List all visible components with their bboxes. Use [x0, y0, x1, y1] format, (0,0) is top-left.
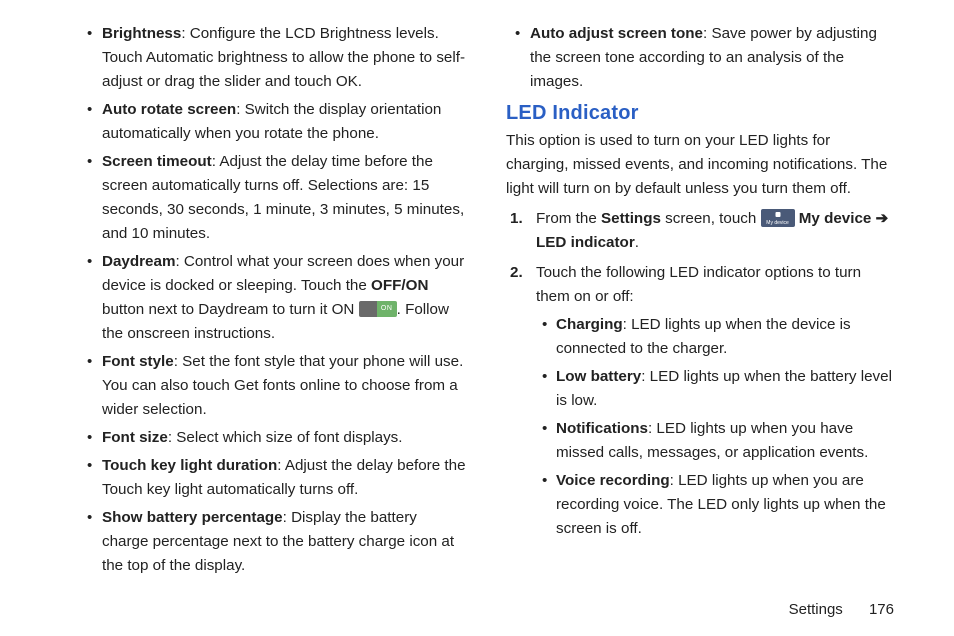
desc-mid: button next to Daydream to turn it ON [102, 301, 359, 318]
list-item: Screen timeout: Adjust the delay time be… [102, 150, 466, 246]
term-voice-recording: Voice recording [556, 472, 670, 489]
term-font-style: Font style [102, 353, 174, 370]
my-device-label: My device [795, 210, 876, 227]
term-screen-timeout: Screen timeout [102, 153, 212, 170]
footer-page-number: 176 [869, 601, 894, 618]
list-item: Voice recording: LED lights up when you … [556, 469, 894, 541]
list-item: Font style: Set the font style that your… [102, 350, 466, 422]
led-options-list: Charging: LED lights up when the device … [536, 313, 894, 541]
step1-pre: From the [536, 210, 601, 227]
off-on-label: OFF/ON [371, 277, 428, 294]
arrow-icon: ➔ [876, 210, 889, 227]
term-battery-pct: Show battery percentage [102, 509, 283, 526]
step-2: Touch the following LED indicator option… [536, 261, 894, 541]
my-device-icon: My device [761, 209, 795, 227]
list-item: Font size: Select which size of font dis… [102, 426, 466, 450]
term-auto-adjust-tone: Auto adjust screen tone [530, 25, 703, 42]
list-item: Auto rotate screen: Switch the display o… [102, 98, 466, 146]
term-auto-rotate: Auto rotate screen [102, 101, 236, 118]
step-1: From the Settings screen, touch My devic… [536, 207, 894, 255]
list-item: Touch key light duration: Adjust the del… [102, 454, 466, 502]
list-item: Low battery: LED lights up when the batt… [556, 365, 894, 413]
footer-section: Settings [789, 601, 843, 618]
term-notifications: Notifications [556, 420, 648, 437]
list-item: Show battery percentage: Display the bat… [102, 506, 466, 578]
display-settings-list-continued: Auto adjust screen tone: Save power by a… [506, 22, 894, 94]
display-settings-list: Brightness: Configure the LCD Brightness… [78, 22, 466, 578]
two-column-layout: Brightness: Configure the LCD Brightness… [78, 22, 894, 592]
on-toggle-icon: ON [359, 301, 397, 317]
term-brightness: Brightness [102, 25, 181, 42]
period: . [635, 234, 639, 251]
term-font-size: Font size [102, 429, 168, 446]
list-item: Brightness: Configure the LCD Brightness… [102, 22, 466, 94]
term-daydream: Daydream [102, 253, 175, 270]
led-indicator-label: LED indicator [536, 234, 635, 251]
term-touch-key: Touch key light duration [102, 457, 277, 474]
step2-lead: Touch the following LED indicator option… [536, 264, 861, 305]
desc: : Select which size of font displays. [168, 429, 403, 446]
step1-mid: screen, touch [661, 210, 761, 227]
term-low-battery: Low battery [556, 368, 641, 385]
list-item: Daydream: Control what your screen does … [102, 250, 466, 346]
list-item: Charging: LED lights up when the device … [556, 313, 894, 361]
term-charging: Charging [556, 316, 623, 333]
list-item: Auto adjust screen tone: Save power by a… [530, 22, 894, 94]
settings-label: Settings [601, 210, 661, 227]
page-footer: Settings 176 [789, 601, 894, 618]
list-item: Notifications: LED lights up when you ha… [556, 417, 894, 465]
document-page: Brightness: Configure the LCD Brightness… [0, 0, 954, 636]
led-intro: This option is used to turn on your LED … [506, 129, 894, 201]
led-indicator-heading: LED Indicator [506, 102, 894, 125]
led-steps: From the Settings screen, touch My devic… [506, 207, 894, 541]
